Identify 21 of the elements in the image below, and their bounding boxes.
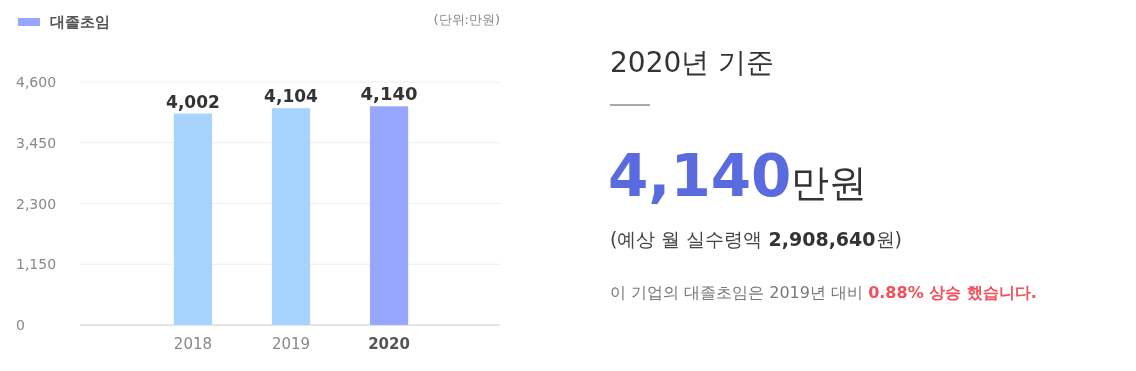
x-tick-label: 2018 [173, 335, 213, 353]
y-tick-label: 0 [16, 317, 25, 333]
text: 4,140 [608, 142, 792, 210]
x-tick-label: 2019 [271, 335, 311, 353]
text: 만원 [791, 161, 868, 205]
text: 이 기업의 대졸초임은 2019년 대비 [610, 283, 869, 302]
x-tick-label: 2020 [368, 335, 410, 353]
text: 0.88% 상승 했습니다. [868, 283, 1037, 302]
data-label: 4,002 [166, 91, 220, 112]
data-label: 4,104 [264, 86, 319, 107]
legend-label: 대졸초임 [50, 13, 110, 31]
y-tick-label: 3,450 [16, 134, 57, 151]
text: (단위:만원) [433, 12, 500, 27]
y-tick-label: 2,300 [16, 195, 57, 212]
text: 2,908,640 [768, 228, 876, 250]
text: 원) [875, 228, 902, 250]
data-label: 4,140 [360, 83, 418, 105]
y-tick-label: 1,150 [16, 256, 57, 273]
y-tick-label: 4,600 [16, 74, 57, 90]
text: (예상 월 실수령액 [610, 228, 769, 250]
text: 2020년 기준 [610, 46, 775, 79]
